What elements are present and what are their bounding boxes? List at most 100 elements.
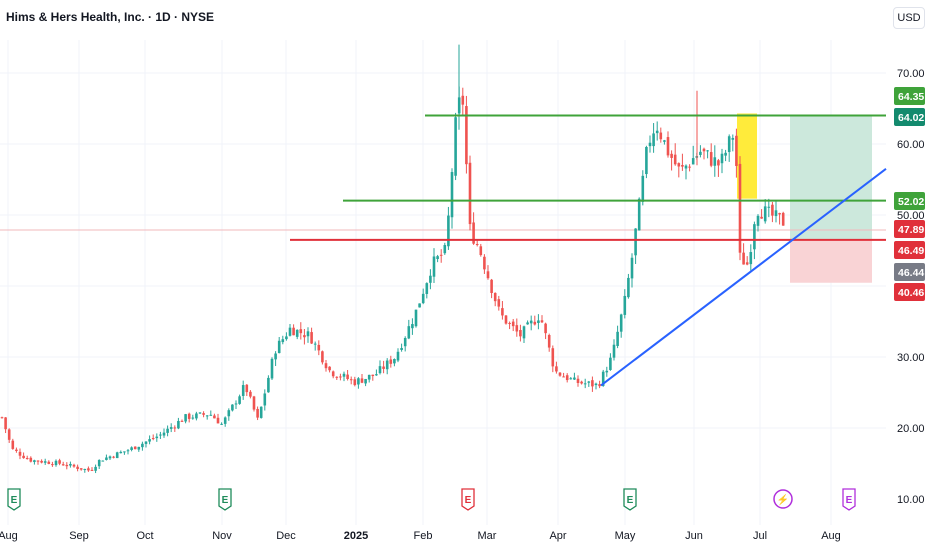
candle-body [209,414,213,416]
candle-body [295,329,299,337]
candle-body [371,374,375,377]
candle-body [429,275,432,283]
candle-body [691,158,695,165]
candle-body [533,321,537,325]
candle-body [407,326,411,339]
candle-body [285,336,288,340]
x-tick-label: Oct [136,530,153,542]
candle-body [745,262,749,265]
candle-body [108,456,112,459]
price-label: 64.35 [898,91,924,103]
candle-body [288,327,292,336]
candle-body [115,452,119,459]
candle-body [591,380,594,387]
candle-body [299,329,303,334]
candle-body [180,420,184,422]
candle-body [126,450,130,452]
candle-body [544,323,547,334]
candle-body [317,344,321,351]
price-label: 52.02 [898,196,924,208]
news-icon [773,489,793,509]
x-tick-label: Mar [478,530,497,542]
candle-body [673,154,677,165]
candle-body [162,432,166,436]
y-tick-label: 30.00 [897,352,925,364]
candle-body [292,327,295,336]
candle-body [767,206,771,208]
currency-button[interactable]: USD [893,7,925,29]
candle-body [79,468,83,470]
candle-body [184,414,187,422]
candle-body [709,152,713,166]
price-label: 47.89 [898,224,924,236]
candle-body [418,303,421,308]
candle-body [155,436,159,439]
candle-body [54,460,58,466]
candle-body [627,277,630,298]
candle-body [241,385,245,396]
candle-body [479,246,483,256]
candle-body [195,413,198,419]
candle-body [303,335,306,338]
candle-body [133,446,137,450]
candle-body [346,374,349,379]
y-axis: 70.00 60.00 50.00 30.00 20.00 10.00 [897,68,925,506]
candle-body [655,130,659,134]
candle-body [382,366,385,369]
candle-body [558,372,562,376]
price-label-box [894,263,925,281]
x-tick-label: Aug [0,530,18,542]
candle-body [256,408,259,418]
candle-body [425,283,429,294]
candle-body [141,443,144,448]
candle-body [148,439,151,442]
candle-body [166,428,169,433]
candle-body [598,384,601,387]
candle-body [781,212,785,226]
candle-body [468,162,472,225]
candle-body [753,224,756,250]
candle-body [724,152,727,156]
candle-body [130,447,133,450]
candle-body [573,377,576,380]
candle-body [324,363,328,369]
x-tick-label: Jun [685,530,703,542]
candle-body [443,245,447,254]
candle-body [529,320,533,324]
candle-body [4,417,7,430]
target-zone [790,115,872,240]
candle-body [378,366,382,374]
y-tick-label: 20.00 [897,423,925,435]
earnings-icon [7,488,21,511]
x-tick-label: Aug [821,530,841,542]
candle-body [486,271,490,279]
candle-body [231,404,234,411]
candle-body [328,366,331,371]
grid [0,40,886,525]
candle-body [652,133,655,147]
candle-body [637,198,641,231]
candle-body [688,166,691,168]
candle-body [497,299,501,307]
highlight-box [737,113,757,199]
candle-body [94,466,97,471]
candle-body [483,256,486,270]
candle-body [119,451,123,454]
candle-body [274,353,277,360]
symbol-title[interactable]: Hims & Hers Health, Inc. · 1D · NYSE [6,10,215,24]
candle-body [645,146,648,175]
candle-body [551,348,555,367]
candle-body [249,391,252,397]
candle-body [727,136,731,153]
y-tick-label: 70.00 [897,68,925,80]
candle-body [508,322,511,324]
candle-body [76,466,79,469]
candle-body [364,378,367,384]
x-tick-label: Feb [414,530,433,542]
candle-body [648,142,652,147]
candle-body [385,360,389,370]
candle-body [69,463,72,466]
candle-body [666,137,670,156]
candle-body [465,106,468,165]
